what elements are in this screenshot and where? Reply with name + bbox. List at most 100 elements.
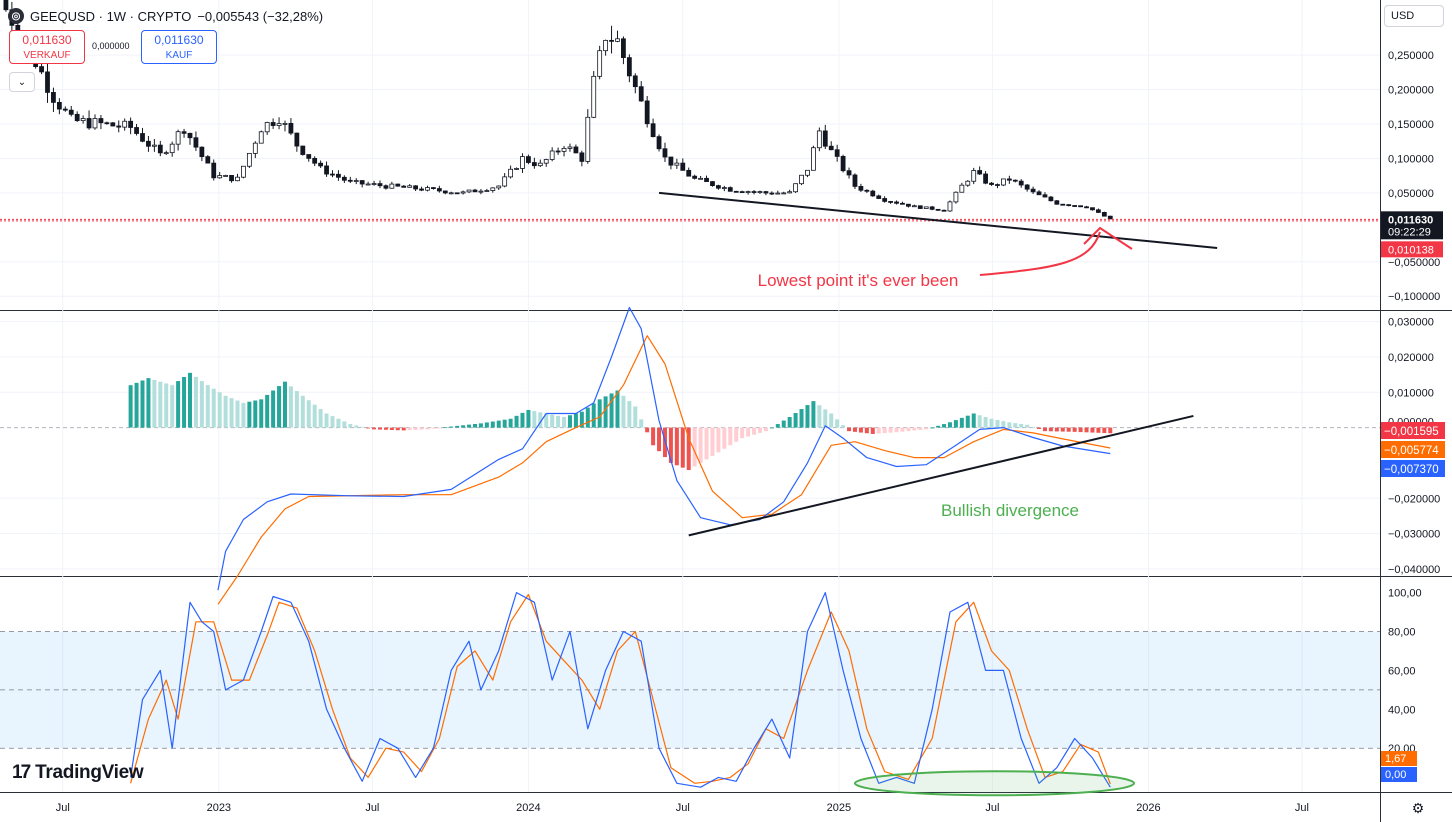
candle-body xyxy=(514,168,519,170)
macd-histogram-bar xyxy=(1001,421,1006,428)
candle-body xyxy=(526,156,531,163)
macd-histogram-bar xyxy=(888,427,893,433)
candle-body xyxy=(1054,200,1060,205)
candle-body xyxy=(395,183,401,187)
sell-button[interactable]: 0,011630 VERKAUF xyxy=(9,30,85,64)
candle-body xyxy=(1024,184,1030,190)
candle-body xyxy=(828,145,834,151)
macd-histogram-bar xyxy=(1096,427,1101,433)
macd-histogram-bar xyxy=(294,391,299,428)
candle-down xyxy=(526,154,531,165)
candle-body xyxy=(977,170,983,175)
candle-up xyxy=(241,165,246,179)
candle-down xyxy=(644,96,650,128)
stoch-ellipse xyxy=(853,770,1136,797)
price-tick-label: 0,200000 xyxy=(1388,85,1434,97)
candle-body xyxy=(692,175,698,179)
candle-up xyxy=(698,175,704,180)
currency-selector[interactable]: USD xyxy=(1384,5,1444,27)
macd-histogram-bar xyxy=(223,395,228,428)
candle-up xyxy=(407,184,413,188)
macd-tick-label: 0,020000 xyxy=(1388,352,1434,364)
macd-tick-label: −0,020000 xyxy=(1388,493,1440,505)
candle-body xyxy=(341,176,347,181)
macd-histogram-bar xyxy=(728,427,733,446)
candle-down xyxy=(626,54,632,83)
candle-down xyxy=(555,147,561,155)
candle-down xyxy=(193,131,199,151)
macd-histogram-bar xyxy=(591,403,596,428)
candle-up xyxy=(953,191,959,204)
macd-histogram-bar xyxy=(271,390,276,428)
buy-button[interactable]: 0,011630 KAUF xyxy=(141,30,217,64)
candle-body xyxy=(252,142,258,154)
candle-up xyxy=(502,173,508,188)
macd-signal-line xyxy=(217,335,1111,605)
macd-histogram-bar xyxy=(205,385,210,428)
candle-body xyxy=(157,144,163,154)
candle-body xyxy=(448,192,454,195)
candle-down xyxy=(330,170,335,178)
candle-up xyxy=(282,120,288,132)
macd-histogram-bar xyxy=(176,381,181,428)
stoch-value-label: 1,67 xyxy=(1385,753,1406,765)
x-tick-label: 2026 xyxy=(1136,802,1160,814)
candle-up xyxy=(92,114,98,130)
candle-body xyxy=(870,190,876,197)
candle-body xyxy=(1060,203,1066,206)
candle-down xyxy=(62,106,68,112)
candle-down xyxy=(638,81,644,102)
candle-body xyxy=(638,86,644,102)
macd-histogram-bar xyxy=(936,425,941,428)
candle-body xyxy=(929,206,935,210)
candle-up xyxy=(169,141,175,157)
candle-down xyxy=(454,192,460,195)
x-tick-label: Jul xyxy=(676,802,690,814)
candle-down xyxy=(205,155,211,164)
macd-histogram-bar xyxy=(508,418,513,428)
macd-histogram-bar xyxy=(164,383,169,428)
price-tick-label: 0,100000 xyxy=(1388,153,1434,165)
candle-down xyxy=(609,25,614,54)
candle-body xyxy=(1006,178,1012,181)
macd-histogram-bar xyxy=(306,400,311,428)
symbol-title[interactable]: GEEQUSD · 1W · CRYPTO xyxy=(30,8,192,24)
macd-histogram-bar xyxy=(128,385,133,428)
x-tick-label: Jul xyxy=(365,802,379,814)
macd-histogram-bar xyxy=(514,415,519,428)
candle-body xyxy=(460,191,466,194)
candle-body xyxy=(377,183,383,187)
macd-histogram-bar xyxy=(526,409,531,428)
macd-histogram-bar xyxy=(484,422,489,428)
macd-histogram-bar xyxy=(211,388,216,428)
candle-down xyxy=(395,183,401,187)
candle-body xyxy=(894,201,899,204)
macd-histogram-bar xyxy=(959,417,964,428)
candle-up xyxy=(757,190,763,195)
candle-body xyxy=(508,168,514,178)
candle-body xyxy=(632,75,638,88)
candle-body xyxy=(911,205,917,208)
candle-down xyxy=(288,118,294,136)
candle-body xyxy=(134,127,139,134)
candle-down xyxy=(668,156,674,170)
candle-down xyxy=(680,158,686,171)
candle-up xyxy=(615,30,620,43)
gear-icon[interactable]: ⚙ xyxy=(1411,800,1425,816)
candle-body xyxy=(650,123,656,138)
macd-histogram-bar xyxy=(401,427,406,431)
candle-down xyxy=(1006,175,1012,184)
tradingview-logo[interactable]: 17 TradingView xyxy=(12,760,144,786)
macd-histogram-bar xyxy=(977,415,982,428)
candle-down xyxy=(419,186,424,192)
candle-down xyxy=(1078,205,1083,208)
collapse-button[interactable]: ⌄ xyxy=(9,72,35,92)
candle-down xyxy=(1066,204,1072,207)
macd-histogram-bar xyxy=(425,427,430,430)
candle-body xyxy=(140,133,145,142)
currency-label: USD xyxy=(1391,10,1415,22)
macd-histogram-bar xyxy=(597,399,602,428)
candle-body xyxy=(1101,212,1107,217)
